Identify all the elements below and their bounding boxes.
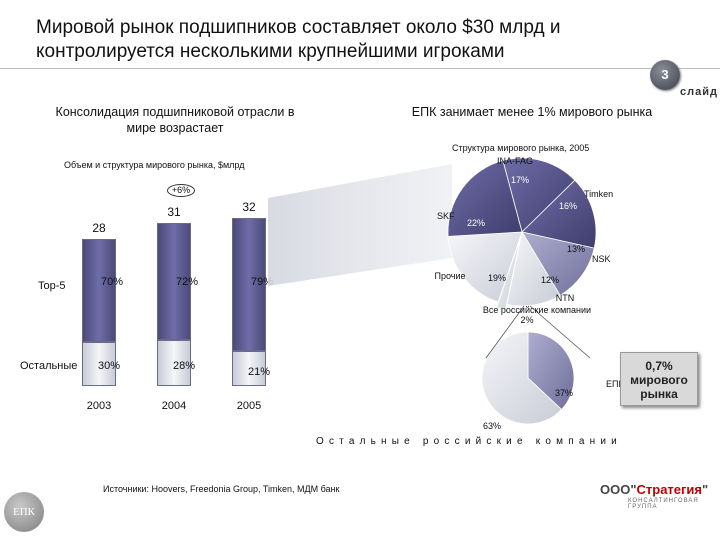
small-pie-value-epk: 37% (555, 388, 573, 398)
growth-annotation: +6% (167, 184, 195, 197)
pie-slice-ntn (506, 230, 561, 307)
pie-slice-остальные-российские-компании (481, 331, 563, 425)
pie-value-timken: 16% (559, 201, 577, 211)
page-title: Мировой рынок подшипников составляет око… (36, 16, 636, 64)
row-label-top5: Top-5 (38, 280, 66, 292)
bar-top5-2003 (82, 239, 116, 342)
pie-slice-timken (521, 179, 597, 249)
pie-slice-епк (527, 331, 575, 411)
bar-chart-caption: Объем и структура мирового рынка, $млрд (64, 160, 245, 170)
pie-labels: INA-FAG 17% Timken 16% 13% NSK 12% NTN Все росси… (434, 156, 624, 431)
slide-word: слайд (680, 86, 718, 98)
logo-prefix: ООО" (600, 482, 637, 497)
pie-slice-все-российские-компании (495, 237, 521, 311)
callout-line-3: рынка (640, 387, 678, 401)
pie-name-ina-fag: INA-FAG (497, 156, 533, 166)
share-callout: 0,7% мирового рынка (620, 352, 698, 406)
callout-line-2: мирового (630, 373, 688, 387)
pie-name-nsk: NSK (592, 254, 611, 264)
main-pie (447, 157, 597, 311)
logo-suffix: " (702, 482, 709, 497)
left-heading-line-1: Консолидация подшипниковой отрасли в (55, 105, 295, 119)
small-pie-value-others: 63% (483, 421, 501, 431)
pie-name-other: Прочие (434, 271, 465, 281)
small-pie-caption: Остальные российские компании (316, 436, 622, 447)
pie-slice-skf (447, 160, 523, 237)
bar-rest-2005 (232, 350, 266, 386)
zoom-connector (268, 164, 452, 286)
row-label-rest: Остальные (20, 360, 78, 372)
pie-name-ntn: NTN (556, 293, 575, 303)
bar-rest-label-2003: 30% (97, 360, 121, 372)
pie-name-skf: SKF (437, 211, 455, 221)
logo-brand: Стратегия (636, 482, 703, 497)
bar-top5-2005 (232, 218, 266, 351)
right-heading: ЕПК занимает менее 1% мирового рынка (411, 105, 653, 119)
x-tick-label-2004: 2004 (161, 400, 187, 412)
small-pie (481, 331, 575, 425)
bar-rest-label-2004: 28% (172, 360, 196, 372)
bar-total-label-2003: 28 (92, 221, 106, 235)
pie-value-russian: 2% (520, 315, 533, 325)
strategy-logo-subtitle: КОНСАЛТИНГОВАЯ ГРУППА (628, 498, 699, 510)
pie-value-other: 19% (488, 273, 506, 283)
bar-rest-2003 (82, 341, 116, 386)
left-heading: Консолидация подшипниковой отрасли в мир… (30, 104, 320, 136)
epk-logo: ЕПК (4, 492, 44, 532)
bar-total-label-2005: 32 (242, 200, 256, 214)
callout-line-1: 0,7% (645, 359, 673, 373)
header-divider (0, 68, 720, 69)
pie-value-nsk: 13% (567, 244, 585, 254)
bar-top5-label-2004: 72% (175, 276, 199, 288)
strategy-logo: ООО"Стратегия" (600, 482, 708, 497)
pie-caption: Структура мирового рынка, 2005 (452, 143, 590, 153)
pie-value-ntn: 12% (541, 275, 559, 285)
bar-top5-label-2003: 70% (100, 276, 124, 288)
x-tick-label-2003: 2003 (86, 400, 112, 412)
title-line-1: Мировой рынок подшипников составляет око… (36, 17, 561, 38)
small-pie-name-epk: ЕПК (606, 379, 624, 389)
bar-rest-2004 (157, 340, 191, 386)
bar-rest-label-2005: 21% (247, 366, 271, 378)
connector-line-right (529, 305, 591, 359)
pie-value-ina-fag: 17% (511, 175, 529, 185)
pie-slice-ina-fag (502, 157, 576, 233)
pie-slice-nsk (521, 231, 595, 296)
bar-total-label-2004: 31 (167, 205, 181, 220)
bar-top5-2004 (157, 223, 191, 341)
pie-value-skf: 22% (467, 218, 485, 228)
bar-top5-label-2005: 79% (250, 276, 274, 288)
pie-name-timken: Timken (584, 189, 613, 199)
slide-number-badge: 3 (650, 60, 680, 90)
x-tick-label-2005: 2005 (236, 400, 262, 412)
pie-slice-прочие (447, 231, 523, 303)
title-line-2: контролируется несколькими крупнейшими и… (36, 41, 505, 62)
sources-note: Источники: Hoovers, Freedonia Group, Tim… (103, 484, 340, 494)
pie-name-russian: Все российские компании (483, 305, 591, 315)
connector-line-left (485, 305, 525, 359)
left-heading-line-2: мире возрастает (126, 121, 224, 135)
